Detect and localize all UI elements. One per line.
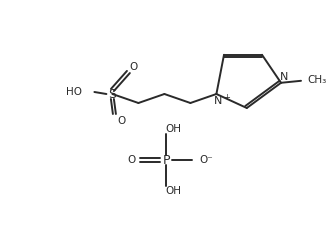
Text: OH: OH: [165, 186, 181, 196]
Text: S: S: [109, 87, 117, 101]
Text: CH₃: CH₃: [307, 75, 326, 85]
Text: O⁻: O⁻: [199, 155, 213, 165]
Text: N: N: [214, 96, 222, 106]
Text: OH: OH: [165, 124, 181, 134]
Text: HO: HO: [66, 87, 82, 97]
Text: O: O: [129, 62, 137, 72]
Text: +: +: [223, 93, 230, 102]
Text: P: P: [162, 153, 170, 167]
Text: N: N: [280, 72, 288, 82]
Text: O: O: [117, 116, 125, 126]
Text: O: O: [127, 155, 135, 165]
